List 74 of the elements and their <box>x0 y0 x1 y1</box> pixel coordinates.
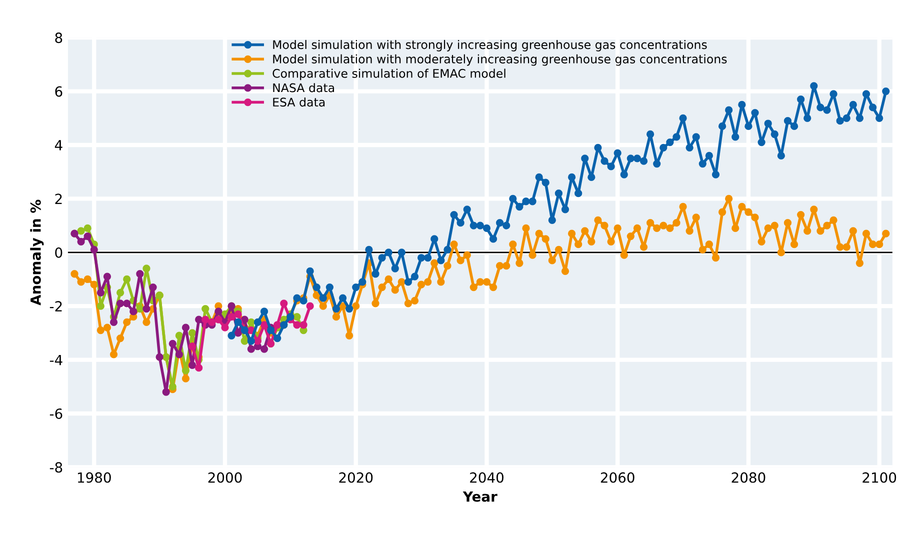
point <box>293 321 301 329</box>
legend-label: NASA data <box>273 83 334 92</box>
point <box>202 304 210 313</box>
legend-label: ESA data <box>273 97 325 107</box>
x-tick-label: 2080 <box>732 472 766 483</box>
x-tick-label: 2020 <box>339 472 373 483</box>
point <box>214 316 222 324</box>
point <box>77 238 85 246</box>
point <box>306 302 314 310</box>
point <box>182 366 190 374</box>
legend-label: Comparative simulation of EMAC model <box>272 68 506 80</box>
x-tick-label: 1980 <box>78 472 111 483</box>
point <box>123 300 131 308</box>
point <box>175 350 184 358</box>
point <box>260 345 268 353</box>
legend-label: Model simulation with strongly increasing greenhouse gas concentrations <box>273 40 707 52</box>
x-tick-label: 2000 <box>208 472 242 483</box>
y-tick-label: 0 <box>55 247 62 258</box>
point <box>96 302 104 310</box>
point <box>142 264 150 272</box>
point <box>188 361 196 369</box>
point <box>182 324 190 332</box>
point <box>194 316 203 324</box>
x-tick-label: 2040 <box>470 472 504 483</box>
y-tick-label: 6 <box>55 86 62 97</box>
point <box>221 324 229 332</box>
point <box>254 337 262 345</box>
point <box>194 364 203 372</box>
point <box>136 270 144 278</box>
point <box>175 332 184 340</box>
y-tick-label: -6 <box>50 408 62 419</box>
point <box>300 321 308 329</box>
point <box>142 304 150 313</box>
point <box>214 308 222 316</box>
legend-label: Model simulation with moderately increasing greenhouse gas concentrations <box>273 54 727 66</box>
y-tick-label: 2 <box>55 194 62 204</box>
x-tick-label: 2060 <box>600 472 634 483</box>
point <box>149 283 157 292</box>
point <box>136 304 144 313</box>
point <box>162 388 170 396</box>
y-tick-label: -4 <box>50 354 62 366</box>
point <box>234 310 242 318</box>
point <box>77 227 85 235</box>
point <box>123 275 131 284</box>
point <box>280 300 288 308</box>
point <box>96 288 104 296</box>
point <box>188 342 196 350</box>
point <box>240 337 248 345</box>
y-tick-label: 4 <box>54 140 62 150</box>
x-tick-label: 2100 <box>862 472 896 483</box>
x-axis-title: Year <box>462 491 498 502</box>
point <box>116 300 124 308</box>
point <box>247 345 255 353</box>
point <box>84 224 92 232</box>
point <box>228 313 236 321</box>
point <box>168 382 176 390</box>
point <box>247 318 255 326</box>
point <box>130 308 138 316</box>
point <box>234 329 242 337</box>
point <box>116 288 124 296</box>
point <box>188 329 196 337</box>
y-axis-title: Anomaly in % <box>30 200 44 306</box>
y-tick-label: 8 <box>55 32 62 44</box>
point <box>90 246 98 254</box>
point <box>103 272 112 280</box>
point <box>84 232 92 240</box>
point <box>274 321 282 329</box>
point <box>293 313 301 321</box>
y-tick-label: -8 <box>50 462 62 473</box>
y-tick-label: -2 <box>50 301 62 312</box>
point <box>168 340 176 348</box>
point <box>110 318 118 326</box>
point <box>156 353 164 361</box>
point <box>240 316 248 324</box>
